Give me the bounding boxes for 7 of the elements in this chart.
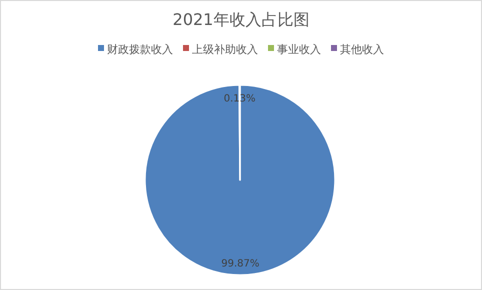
legend-label: 事业收入 [277, 43, 321, 56]
legend-label: 其他收入 [340, 43, 384, 56]
pie-slice [144, 84, 336, 276]
legend-label: 财政拨款收入 [107, 43, 173, 56]
legend-label: 上级补助收入 [192, 43, 258, 56]
chart-title: 2021年收入占比图 [172, 10, 310, 29]
data-label: 99.87% [221, 258, 260, 270]
